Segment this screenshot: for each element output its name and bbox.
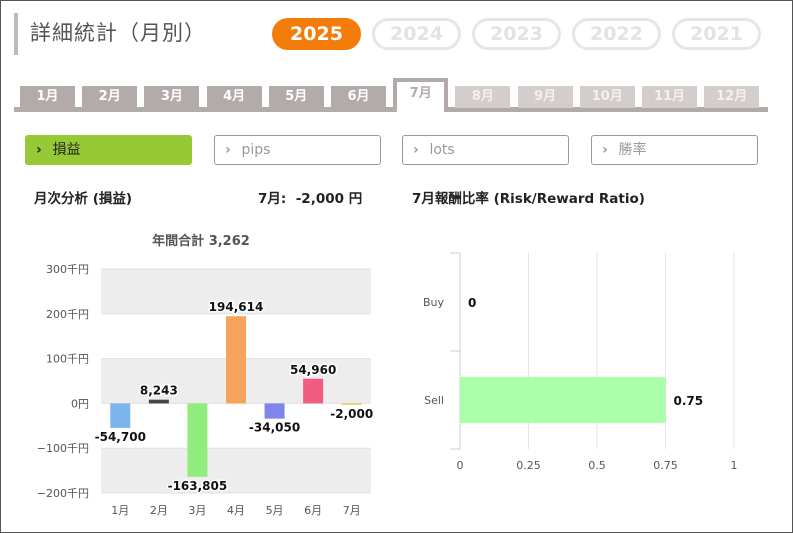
- bar-4月: [226, 316, 246, 404]
- x-tick-label: 0: [457, 459, 464, 472]
- month-tab-11[interactable]: 11月: [642, 86, 697, 108]
- x-tick-label: 1月: [111, 504, 129, 517]
- month-tab-6[interactable]: 6月: [331, 86, 386, 108]
- bar-6月: [303, 378, 324, 404]
- bar-2月: [148, 399, 169, 404]
- chevron-right-icon: ›: [602, 142, 608, 158]
- y-tick-label: 300千円: [46, 263, 89, 276]
- month-tab-7[interactable]: 7月: [393, 78, 449, 112]
- year-button-2024[interactable]: 2024: [372, 18, 461, 50]
- data-label: 0.75: [674, 394, 704, 408]
- category-label: Buy: [423, 296, 445, 309]
- month-tab-12[interactable]: 12月: [704, 86, 760, 108]
- y-tick-label: 100千円: [46, 353, 89, 366]
- metric-label: 損益: [48, 142, 81, 158]
- month-tab-2[interactable]: 2月: [82, 86, 138, 108]
- plot-band: [101, 448, 371, 493]
- x-tick-label: 7月: [343, 504, 361, 517]
- y-tick-label: 200千円: [46, 308, 89, 321]
- month-tab-4[interactable]: 4月: [206, 86, 262, 108]
- month-tab-3[interactable]: 3月: [144, 86, 200, 108]
- y-tick-label: 0円: [71, 397, 89, 410]
- x-tick-label: 4月: [227, 504, 245, 517]
- data-label: 0: [468, 296, 476, 310]
- month-tab-5[interactable]: 5月: [268, 86, 324, 108]
- year-button-2022[interactable]: 2022: [572, 18, 661, 50]
- x-tick-label: 3月: [188, 504, 206, 517]
- plot-band: [101, 269, 371, 314]
- x-tick-label: 6月: [304, 504, 322, 517]
- risk-reward-chart: 0 0.25 0.5 0.75 1 Buy 0 Sell 0.75: [410, 225, 770, 485]
- bar-1月: [110, 403, 131, 428]
- category-label: Sell: [424, 394, 444, 407]
- month-tab-9[interactable]: 9月: [517, 86, 573, 108]
- current-month-pl: 7月: -2,000 円: [258, 191, 363, 207]
- year-button-2021[interactable]: 2021: [672, 18, 761, 50]
- x-tick-label: 0.75: [653, 459, 678, 472]
- data-label: 8,243: [140, 384, 178, 398]
- metric-label: 勝率: [614, 142, 647, 158]
- x-tick-label: 2月: [150, 504, 168, 517]
- year-button-2025[interactable]: 2025: [272, 18, 361, 50]
- chart-title: 年間合計 3,262: [152, 233, 250, 249]
- data-label: 54,960: [290, 363, 336, 377]
- data-label: -34,050: [249, 421, 300, 435]
- chevron-right-icon: ›: [36, 142, 42, 158]
- month-tab-1[interactable]: 1月: [20, 86, 75, 108]
- bar-7月: [341, 403, 362, 405]
- monthly-pl-svg: 年間合計 3,262 300千円 200千円 100千円 0円 −100千円 −200千円 -…: [37, 233, 375, 517]
- y-tick-label: −200千円: [37, 487, 89, 500]
- metric-button-lots[interactable]: › lots: [402, 135, 569, 165]
- y-tick-label: −100千円: [37, 442, 89, 455]
- bar-3月: [187, 403, 208, 477]
- monthly-analysis-title: 月次分析 (損益): [34, 191, 133, 207]
- x-tick-label: 0.5: [588, 459, 606, 472]
- risk-reward-svg: 0 0.25 0.5 0.75 1 Buy 0 Sell 0.75: [423, 252, 738, 472]
- bar-Sell: [460, 377, 666, 423]
- data-label: -2,000: [330, 407, 373, 421]
- x-tick-label: 1: [731, 459, 738, 472]
- metric-label: lots: [425, 142, 455, 158]
- metric-label: pips: [237, 142, 271, 158]
- ratio-title: 7月報酬比率 (Risk/Reward Ratio): [412, 191, 645, 207]
- chevron-right-icon: ›: [225, 142, 231, 158]
- monthly-pl-chart: 年間合計 3,262 300千円 200千円 100千円 0円 −100千円 −200千円 -…: [25, 225, 385, 525]
- metric-button-profit[interactable]: › 損益: [25, 135, 192, 165]
- data-label: 194,614: [209, 300, 264, 314]
- month-tab-8[interactable]: 8月: [455, 86, 511, 108]
- month-tabs-baseline: [14, 107, 768, 112]
- x-tick-label: 0.25: [516, 459, 541, 472]
- page-title-bar: 詳細統計（月別）: [14, 13, 206, 55]
- x-tick-label: 5月: [266, 504, 284, 517]
- metric-button-winrate[interactable]: › 勝率: [591, 135, 758, 165]
- page-title: 詳細統計（月別）: [30, 21, 206, 45]
- month-tabs: 1月 2月 3月 4月 5月 6月 7月 8月 9月 10月 11月 12月: [14, 78, 768, 112]
- chevron-right-icon: ›: [413, 142, 419, 158]
- year-button-2023[interactable]: 2023: [472, 18, 561, 50]
- data-label: -163,805: [168, 479, 228, 493]
- metric-button-pips[interactable]: › pips: [214, 135, 381, 165]
- month-tab-10[interactable]: 10月: [579, 86, 635, 108]
- data-label: -54,700: [95, 430, 146, 444]
- year-selector: 2025 2024 2023 2022 2021: [272, 18, 761, 50]
- bar-5月: [264, 403, 285, 419]
